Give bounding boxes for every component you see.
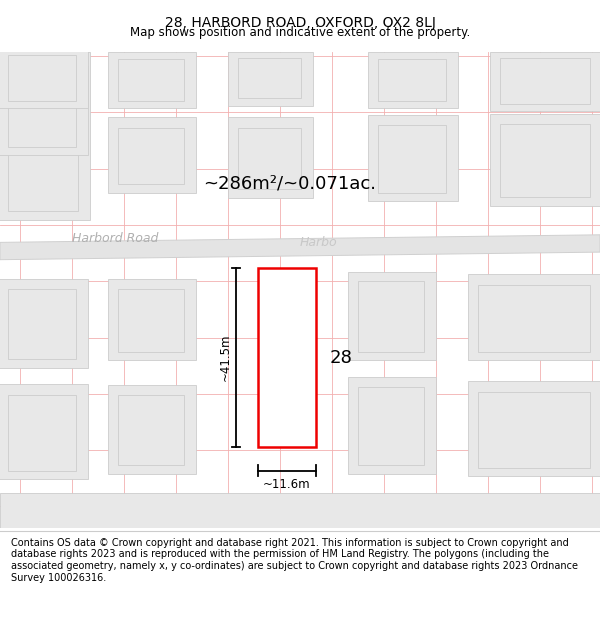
Text: Harbord Road: Harbord Road xyxy=(72,231,158,244)
Bar xyxy=(8,289,76,359)
Bar xyxy=(0,66,88,155)
Bar xyxy=(118,59,184,101)
Bar xyxy=(118,395,184,466)
Bar xyxy=(378,126,446,192)
Bar xyxy=(108,52,196,108)
Bar xyxy=(0,279,88,368)
Bar xyxy=(348,377,436,474)
Bar xyxy=(358,388,424,466)
Bar xyxy=(108,279,196,361)
Bar xyxy=(108,117,196,192)
Bar xyxy=(478,392,590,468)
Bar xyxy=(228,52,313,106)
Bar xyxy=(258,268,316,447)
Text: ~286m²/~0.071ac.: ~286m²/~0.071ac. xyxy=(203,175,377,193)
Bar xyxy=(8,395,76,471)
Bar xyxy=(108,385,196,474)
Bar xyxy=(468,381,600,476)
Bar xyxy=(228,117,313,198)
Bar xyxy=(378,59,446,101)
Text: ~11.6m: ~11.6m xyxy=(263,478,311,491)
Text: ~41.5m: ~41.5m xyxy=(219,334,232,381)
Bar xyxy=(500,124,590,197)
Bar xyxy=(0,52,90,219)
Bar xyxy=(368,52,458,108)
Bar xyxy=(0,494,600,528)
Text: Map shows position and indicative extent of the property.: Map shows position and indicative extent… xyxy=(130,26,470,39)
Bar xyxy=(238,58,301,98)
Text: 28, HARBORD ROAD, OXFORD, OX2 8LJ: 28, HARBORD ROAD, OXFORD, OX2 8LJ xyxy=(164,16,436,29)
Bar xyxy=(8,55,76,101)
Bar xyxy=(468,274,600,361)
Bar xyxy=(490,114,600,206)
Polygon shape xyxy=(0,235,600,260)
Bar xyxy=(478,284,590,352)
Bar xyxy=(8,77,76,147)
Text: Contains OS data © Crown copyright and database right 2021. This information is : Contains OS data © Crown copyright and d… xyxy=(11,538,578,582)
Bar xyxy=(368,114,458,201)
Bar xyxy=(358,281,424,352)
Text: Harbo: Harbo xyxy=(300,236,338,249)
Bar xyxy=(118,127,184,184)
Bar xyxy=(348,272,436,361)
Bar xyxy=(238,127,301,189)
Bar xyxy=(490,52,600,111)
Bar xyxy=(500,58,590,104)
Bar xyxy=(118,289,184,352)
Bar xyxy=(8,65,78,211)
Text: 28: 28 xyxy=(329,349,352,367)
Bar xyxy=(0,384,88,479)
Bar xyxy=(0,49,88,108)
